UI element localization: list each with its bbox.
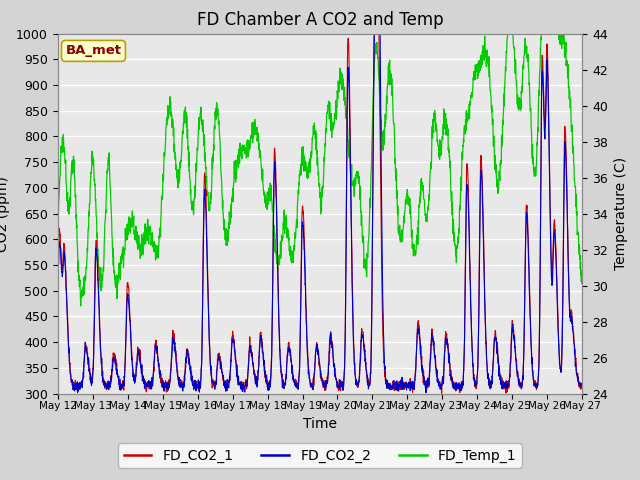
Y-axis label: CO2 (ppm): CO2 (ppm) — [0, 176, 10, 252]
Legend: FD_CO2_1, FD_CO2_2, FD_Temp_1: FD_CO2_1, FD_CO2_2, FD_Temp_1 — [118, 443, 522, 468]
Text: BA_met: BA_met — [65, 44, 122, 58]
Y-axis label: Temperature (C): Temperature (C) — [614, 157, 628, 270]
Title: FD Chamber A CO2 and Temp: FD Chamber A CO2 and Temp — [196, 11, 444, 29]
X-axis label: Time: Time — [303, 417, 337, 431]
